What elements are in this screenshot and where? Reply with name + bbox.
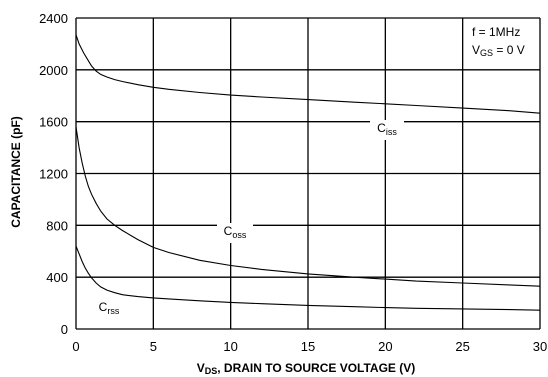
grid — [75, 17, 541, 330]
series-label-bg — [370, 120, 404, 140]
series-label-bg — [217, 223, 253, 243]
condition-vgs: VGS = 0 V — [472, 43, 525, 58]
x-tick-label: 30 — [533, 339, 547, 354]
y-axis-title: CAPACITANCE (pF) — [9, 116, 23, 228]
x-axis-title: VDS, DRAIN TO SOURCE VOLTAGE (V) — [197, 361, 416, 376]
curves — [75, 34, 541, 311]
y-tick-label: 800 — [46, 218, 68, 233]
x-tick-label: 10 — [223, 339, 237, 354]
y-tick-label: 1200 — [39, 167, 68, 182]
series-label-ciss: Ciss — [377, 121, 397, 137]
series-label-coss: Coss — [224, 224, 247, 240]
tick-labels: 0 5 10 15 20 25 30 0 400 800 1200 1600 2000 2400 — [39, 11, 547, 354]
y-tick-label: 400 — [46, 270, 68, 285]
series-line-ciss — [75, 34, 541, 114]
series-label-crss: Crss — [99, 300, 120, 316]
series-line-coss — [75, 126, 541, 287]
x-tick-label: 20 — [378, 339, 392, 354]
x-tick-label: 25 — [455, 339, 469, 354]
x-tick-label: 5 — [150, 339, 157, 354]
x-tick-label: 15 — [301, 339, 315, 354]
y-tick-label: 2400 — [39, 11, 68, 26]
y-tick-label: 2000 — [39, 63, 68, 78]
conditions-box-bg — [464, 20, 536, 66]
y-tick-label: 0 — [61, 322, 68, 337]
series-labels: Ciss Coss Crss — [92, 120, 404, 319]
series-line-crss — [75, 245, 541, 311]
condition-frequency: f = 1MHz — [472, 25, 520, 39]
series-label-bg — [92, 299, 126, 319]
y-tick-label: 1600 — [39, 115, 68, 130]
x-tick-label: 0 — [72, 339, 79, 354]
